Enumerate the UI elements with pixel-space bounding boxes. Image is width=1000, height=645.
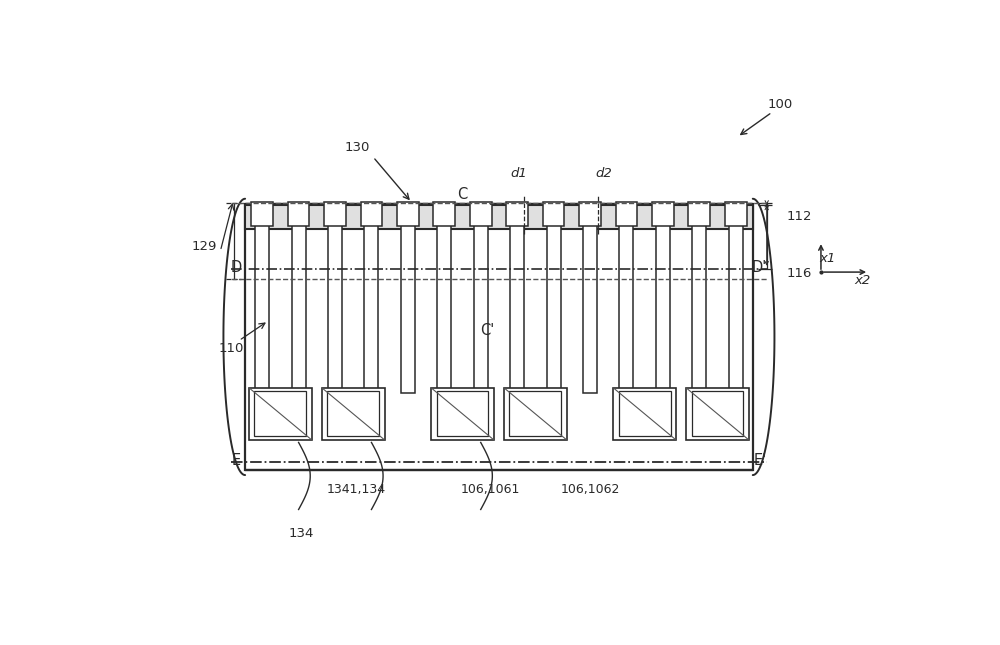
Bar bbox=[322, 388, 385, 440]
Text: 129: 129 bbox=[191, 240, 216, 253]
Bar bbox=[579, 201, 601, 226]
Bar bbox=[245, 204, 753, 470]
Bar bbox=[437, 204, 451, 393]
Text: 106,1061: 106,1061 bbox=[461, 483, 520, 496]
Bar bbox=[656, 204, 670, 393]
Bar bbox=[613, 388, 676, 440]
Bar bbox=[474, 204, 488, 393]
Text: x2: x2 bbox=[855, 273, 871, 286]
Bar bbox=[433, 201, 455, 226]
Text: D: D bbox=[230, 260, 241, 275]
Bar bbox=[327, 392, 379, 437]
Bar bbox=[288, 201, 309, 226]
Bar bbox=[725, 201, 747, 226]
Bar bbox=[506, 201, 528, 226]
Text: 134: 134 bbox=[289, 527, 314, 540]
Text: d2: d2 bbox=[596, 167, 612, 180]
Bar bbox=[328, 204, 342, 393]
Text: E': E' bbox=[754, 453, 767, 468]
Bar bbox=[547, 204, 561, 393]
Bar bbox=[361, 201, 382, 226]
Bar bbox=[619, 392, 671, 437]
Bar bbox=[509, 392, 561, 437]
Bar bbox=[245, 205, 753, 229]
Text: 100: 100 bbox=[767, 98, 792, 111]
Text: D': D' bbox=[751, 260, 767, 275]
Text: 110: 110 bbox=[218, 342, 244, 355]
Bar bbox=[686, 388, 749, 440]
Bar bbox=[729, 204, 743, 393]
Bar bbox=[619, 204, 633, 393]
Bar bbox=[324, 201, 346, 226]
Bar bbox=[504, 388, 567, 440]
Bar bbox=[249, 388, 312, 440]
Bar bbox=[251, 201, 273, 226]
Bar bbox=[692, 392, 743, 437]
Bar bbox=[254, 392, 306, 437]
Bar bbox=[652, 201, 674, 226]
Text: C: C bbox=[457, 186, 467, 202]
Text: 1341,134: 1341,134 bbox=[326, 483, 386, 496]
Bar bbox=[616, 201, 637, 226]
Text: C': C' bbox=[481, 323, 495, 338]
Bar bbox=[583, 204, 597, 393]
Bar bbox=[401, 204, 415, 393]
Bar bbox=[255, 204, 269, 393]
Text: 112: 112 bbox=[787, 210, 812, 223]
Bar bbox=[431, 388, 494, 440]
Bar bbox=[543, 201, 564, 226]
Text: 130: 130 bbox=[345, 141, 370, 154]
Text: 106,1062: 106,1062 bbox=[560, 483, 620, 496]
Text: E: E bbox=[231, 453, 240, 468]
Bar bbox=[470, 201, 492, 226]
Bar bbox=[437, 392, 488, 437]
Text: x1: x1 bbox=[819, 252, 835, 264]
Text: d1: d1 bbox=[510, 167, 527, 180]
Bar bbox=[692, 204, 706, 393]
Bar bbox=[510, 204, 524, 393]
Bar bbox=[397, 201, 419, 226]
Text: 116: 116 bbox=[787, 267, 812, 280]
Bar bbox=[292, 204, 306, 393]
Bar bbox=[688, 201, 710, 226]
Bar bbox=[364, 204, 378, 393]
